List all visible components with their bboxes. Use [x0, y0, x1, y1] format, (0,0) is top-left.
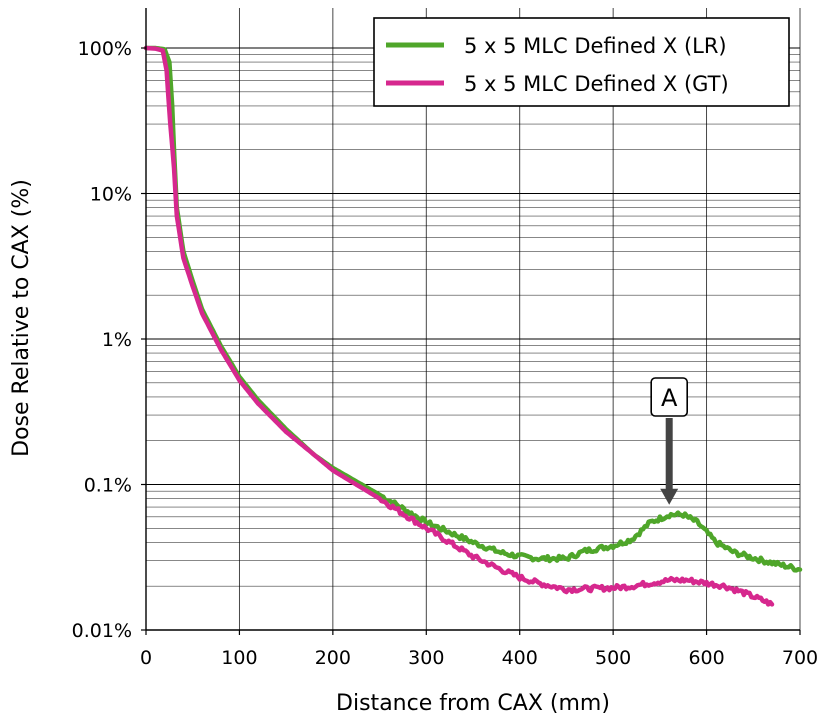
- y-tick-label: 1%: [102, 329, 132, 351]
- x-tick-label: 100: [221, 647, 257, 669]
- minor-gridlines: [146, 54, 800, 587]
- y-tick-label: 0.01%: [72, 620, 132, 642]
- y-tick-label: 100%: [78, 38, 132, 60]
- legend: 5 x 5 MLC Defined X (LR) 5 x 5 MLC Define…: [373, 17, 790, 107]
- legend-label-gt: 5 x 5 MLC Defined X (GT): [464, 72, 729, 96]
- plot-area: [146, 8, 800, 630]
- x-tick-label: 700: [782, 647, 818, 669]
- axes-frame: [145, 8, 800, 631]
- series-layer: [143, 45, 803, 607]
- x-tick-label: 300: [408, 647, 444, 669]
- y-tick-labels: 0.01% 0.1% 1% 10% 100%: [72, 38, 146, 642]
- annotation-label: A: [661, 384, 678, 412]
- legend-box: [373, 17, 790, 107]
- x-tick-label: 0: [140, 647, 152, 669]
- x-tick-label: 600: [688, 647, 724, 669]
- x-tick-label: 500: [595, 647, 631, 669]
- plot-background: [146, 8, 800, 630]
- x-axis-label: Distance from CAX (mm): [336, 691, 610, 716]
- y-axis-label: Dose Relative to CAX (%): [9, 179, 34, 457]
- series-line-gt: [143, 45, 775, 607]
- x-tick-label: 400: [502, 647, 538, 669]
- y-tick-label: 10%: [90, 184, 132, 206]
- annotation-arrow-head: [660, 488, 679, 505]
- x-tick-label: 200: [315, 647, 351, 669]
- annotation-layer: A: [650, 377, 689, 505]
- legend-label-lr: 5 x 5 MLC Defined X (LR): [464, 34, 727, 58]
- y-tick-label: 0.1%: [84, 475, 132, 497]
- annotation-box: [650, 377, 689, 417]
- x-tick-labels: 0 100 200 300 400 500 600 700: [140, 630, 818, 669]
